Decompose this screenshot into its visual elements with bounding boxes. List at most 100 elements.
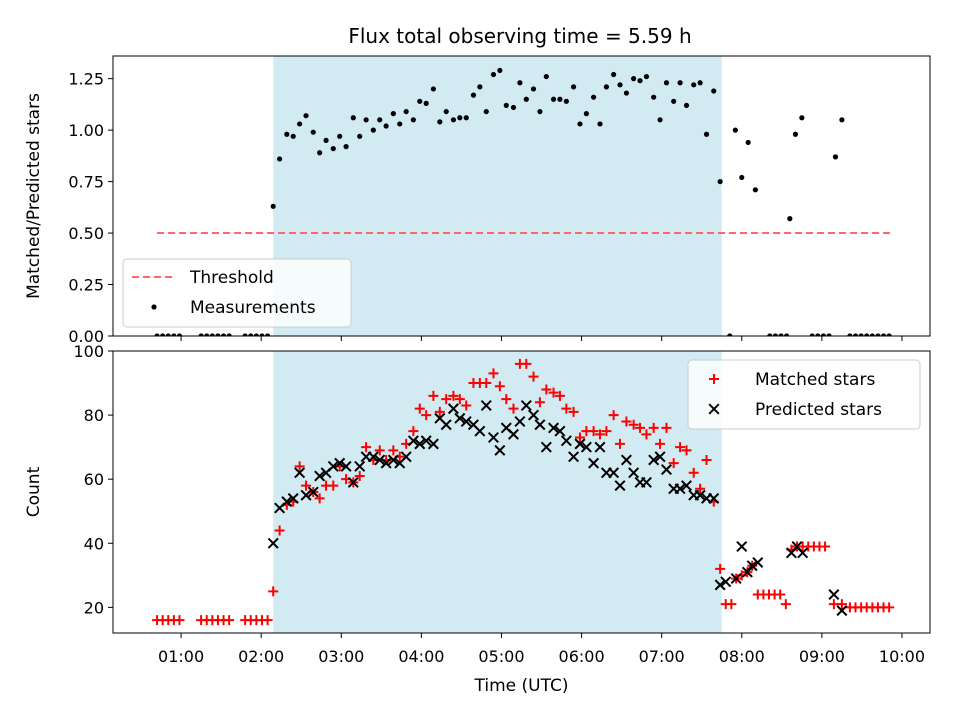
predicted-star-point [736, 540, 748, 552]
measurement-point [617, 82, 623, 88]
matched-star-point [635, 422, 646, 433]
measurement-point [799, 115, 805, 121]
matched-star-point [621, 416, 632, 427]
x-tick-label: 01:00 [158, 647, 204, 666]
observing-window-span [273, 351, 722, 633]
predicted-star-point [797, 547, 809, 559]
measurement-point [284, 131, 290, 137]
legend-predicted-swatch [708, 403, 720, 415]
predicted-star-point [480, 399, 492, 411]
predicted-star-point [307, 486, 319, 498]
predicted-star-point [294, 467, 306, 479]
predicted-star-point [420, 435, 432, 447]
matched-star-point [615, 438, 626, 449]
measurement-point [732, 127, 738, 133]
matched-star-point [454, 394, 465, 405]
matched-star-point [488, 368, 499, 379]
y-tick-label: 80 [84, 406, 104, 425]
measurement-point [826, 333, 832, 336]
y-tick-label: 40 [84, 534, 104, 553]
measurement-point [350, 115, 356, 121]
predicted-star-point [528, 409, 540, 421]
predicted-star-point [267, 537, 279, 549]
matched-star-point [461, 400, 472, 411]
measurement-point [809, 333, 815, 336]
measurement-point [215, 333, 221, 336]
measurement-point [631, 76, 637, 82]
predicted-star-point [367, 451, 379, 463]
predicted-star-point [828, 589, 840, 601]
predicted-star-point [560, 435, 572, 447]
measurement-point [417, 98, 423, 104]
matched-star-point [561, 403, 572, 414]
matched-star-point [588, 426, 599, 437]
predicted-star-point [741, 566, 753, 578]
predicted-star-point [447, 403, 459, 415]
measurement-point [852, 333, 859, 336]
x-tick-label: 08:00 [719, 647, 765, 666]
predicted-star-point [568, 451, 580, 463]
matched-star-point [681, 445, 692, 456]
measurement-point [450, 117, 457, 123]
predicted-star-point [730, 573, 742, 585]
measurement-point [530, 86, 537, 92]
measurement-point [523, 96, 529, 102]
matched-star-point [554, 390, 565, 401]
measurement-point [430, 86, 436, 92]
measurement-point [377, 117, 383, 123]
predicted-star-point [514, 415, 526, 428]
predicted-star-point [640, 476, 652, 488]
measurement-point [847, 333, 853, 336]
legend-predicted-label: Predicted stars [755, 400, 882, 420]
measurement-point [277, 156, 283, 162]
measurement-point [583, 111, 589, 117]
predicted-star-point [614, 480, 626, 492]
matched-star-point [374, 445, 385, 456]
predicted-star-point [720, 576, 732, 588]
measurement-point [657, 117, 663, 123]
predicted-star-point [554, 425, 566, 437]
predicted-star-point [680, 480, 693, 492]
matched-star-point [434, 406, 445, 417]
measurement-point [727, 333, 733, 336]
chart-title: Flux total observing time = 5.59 h [348, 24, 691, 48]
measurement-point [839, 117, 845, 123]
bottom-legend: Matched stars Predicted stars [687, 359, 921, 430]
predicted-star-point [380, 457, 392, 469]
predicted-star-point [714, 579, 726, 591]
predicted-star-point [694, 489, 706, 501]
predicted-star-point [746, 560, 758, 572]
measurement-point [303, 113, 309, 119]
measurement-point [603, 84, 610, 90]
matched-star-point [548, 387, 559, 398]
measurement-point [477, 84, 483, 90]
y-tick-label: 1.00 [68, 121, 104, 140]
matched-star-point [274, 525, 285, 536]
predicted-star-point [708, 492, 720, 504]
y-tick-label: 1.25 [68, 70, 104, 89]
predicted-star-point [460, 415, 472, 428]
x-axis-label: Time (UTC) [474, 676, 569, 696]
matched-star-point [534, 397, 545, 408]
measurement-point [297, 121, 303, 127]
matched-star-point [268, 586, 279, 597]
legend-threshold-label: Threshold [189, 268, 274, 288]
measurement-point [550, 96, 557, 102]
measurement-point [792, 131, 799, 137]
predicted-star-point [287, 492, 299, 504]
x-tick-label: 10:00 [879, 647, 925, 666]
predicted-star-point [314, 470, 326, 482]
x-tick-label: 04:00 [398, 647, 444, 666]
predicted-star-point [608, 467, 620, 479]
y-tick-label: 0.00 [68, 327, 104, 346]
measurement-point [248, 333, 254, 336]
matched-star-point [541, 384, 552, 395]
matched-star-point [314, 493, 325, 504]
measurement-point [784, 333, 790, 336]
measurement-point [310, 129, 316, 135]
measurement-point [390, 111, 396, 117]
predicted-star-point [347, 476, 359, 488]
measurement-point [875, 333, 881, 336]
measurement-point [423, 100, 429, 106]
measurement-point [463, 115, 469, 121]
